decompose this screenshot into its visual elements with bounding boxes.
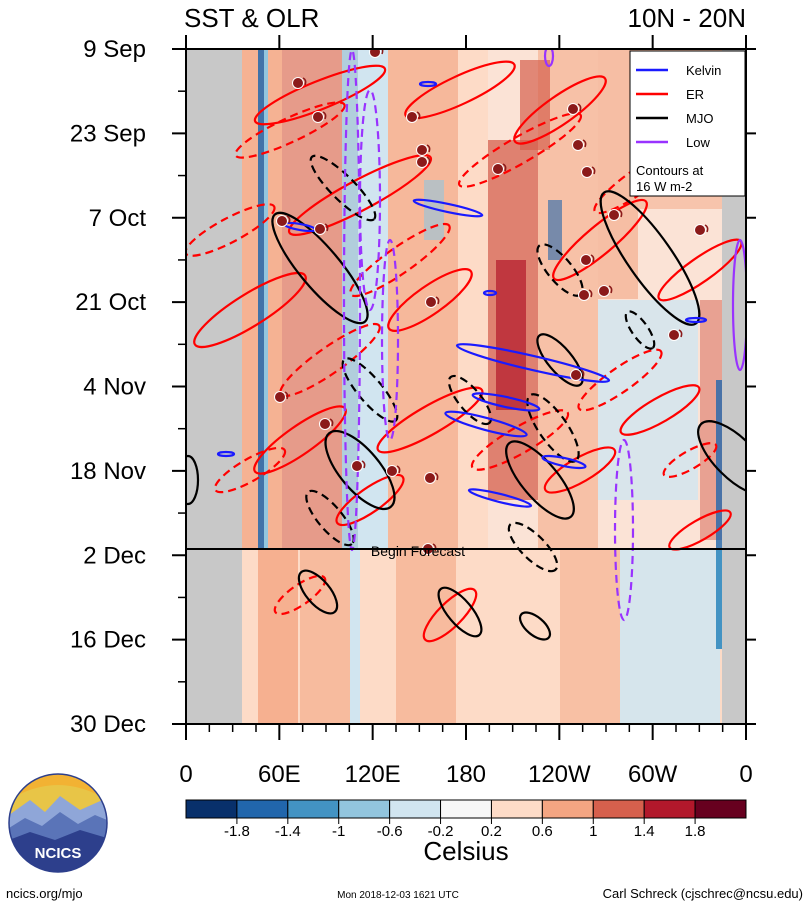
cyclone-icon (319, 418, 334, 430)
logo-text: NCICS (35, 845, 82, 862)
legend-note-line2: 16 W m-2 (636, 179, 692, 194)
colorbar-tick-label: -1 (332, 823, 345, 840)
colorbar-bin (643, 799, 696, 819)
cyclone-icon (492, 163, 507, 175)
chart-title: SST & OLR (184, 3, 319, 33)
cyclone-icon (312, 111, 327, 123)
cyclone-icon (386, 465, 401, 477)
colorbar-bin (389, 799, 442, 819)
legend-note-line1: Contours at (636, 163, 704, 178)
sst-anomaly-forecast (242, 549, 722, 724)
x-tick-label: 120W (528, 761, 591, 788)
x-tick-label: 0 (739, 761, 752, 788)
colorbar-tick-label: 0.6 (532, 823, 553, 840)
y-tick-label: 4 Nov (83, 374, 146, 401)
colorbar-tick-label: 1.4 (634, 823, 655, 840)
legend-label-kelvin: Kelvin (686, 63, 721, 78)
cyclone-icon (416, 144, 431, 156)
y-tick-label: 18 Nov (70, 458, 146, 485)
y-tick-label: 21 Oct (75, 289, 146, 316)
cyclone-icon (580, 254, 595, 266)
cyclone-icon (567, 103, 582, 115)
colorbar-tick-label: 1.8 (685, 823, 706, 840)
y-tick-label: 9 Sep (83, 36, 146, 63)
colorbar-bin (236, 799, 289, 819)
colorbar-bin (541, 799, 594, 819)
colorbar-tick-label: 1 (589, 823, 597, 840)
y-tick-label: 7 Oct (89, 205, 147, 232)
cyclone-icon (292, 77, 307, 89)
cyclone-icon (406, 111, 421, 123)
cyclone-icon (314, 223, 329, 235)
cyclone-icon (425, 296, 440, 308)
colorbar-bin (338, 799, 391, 819)
ncics-logo: NCICS (8, 773, 108, 873)
x-axis: 0 60E 120E 180 120W 60W 0 (179, 35, 753, 788)
colorbar-bin (694, 799, 747, 819)
cyclone-icon (276, 215, 291, 227)
footer-timestamp: Mon 2018-12-03 1621 UTC (337, 890, 459, 901)
colorbar-tick-label: -0.2 (428, 823, 454, 840)
legend-label-er: ER (686, 87, 704, 102)
y-tick-label: 23 Sep (70, 120, 146, 147)
cyclone-icon (572, 139, 587, 151)
y-tick-label: 16 Dec (70, 627, 146, 654)
region-title: 10N - 20N (628, 3, 747, 33)
forecast-label: Begin Forecast (371, 543, 465, 559)
cyclone-icon (694, 224, 709, 236)
olr-contours (186, 49, 746, 643)
kelvin-contours (216, 80, 708, 508)
y-axis: 9 Sep 23 Sep 7 Oct 21 Oct 4 Nov 18 Nov 2 Dec 16… (70, 36, 756, 738)
x-tick-label: 120E (345, 761, 401, 788)
footer-url: ncics.org/mjo (6, 886, 83, 901)
y-tick-label: 30 Dec (70, 711, 146, 738)
colorbar-bin (490, 799, 543, 819)
colorbar-bin (592, 799, 645, 819)
legend-label-low: Low (686, 135, 710, 150)
colorbar-bin (440, 799, 492, 819)
colorbar: -1.8 -1.4 -1 -0.6 -0.2 0.2 0.6 1 1.4 1.8 (185, 799, 747, 840)
x-tick-label: 0 (179, 761, 192, 788)
colorbar-bin (287, 799, 340, 819)
cyclone-icon (424, 472, 439, 484)
colorbar-tick-label: 0.2 (481, 823, 502, 840)
land-mask-west (186, 49, 242, 724)
x-tick-label: 60E (258, 761, 301, 788)
colorbar-tick-label: -0.6 (377, 823, 403, 840)
mjo-contours (186, 190, 746, 641)
er-contours (193, 60, 743, 643)
cyclone-icon (608, 209, 623, 221)
cyclone-icon (668, 329, 683, 341)
cyclone-icon (416, 156, 431, 168)
cyclone-icon (578, 289, 593, 301)
legend: Kelvin ER MJO Low Contours at 16 W m-2 (629, 50, 746, 197)
cyclone-icon (570, 369, 585, 381)
colorbar-title: Celsius (423, 836, 508, 866)
low-contours-solid (543, 49, 746, 372)
cyclone-icon (351, 460, 366, 472)
colorbar-tick-label: -1.8 (224, 823, 250, 840)
legend-box (629, 50, 746, 197)
colorbar-bin (185, 799, 238, 819)
footer-author: Carl Schreck (cjschrec@ncsu.edu) (603, 886, 803, 901)
cyclone-icon (598, 285, 613, 297)
y-tick-label: 2 Dec (83, 542, 146, 569)
x-tick-label: 180 (446, 761, 486, 788)
cyclone-icon (581, 166, 596, 178)
x-tick-label: 60W (628, 761, 678, 788)
legend-label-mjo: MJO (686, 111, 713, 126)
cyclone-icon (274, 391, 289, 403)
colorbar-tick-label: -1.4 (275, 823, 301, 840)
